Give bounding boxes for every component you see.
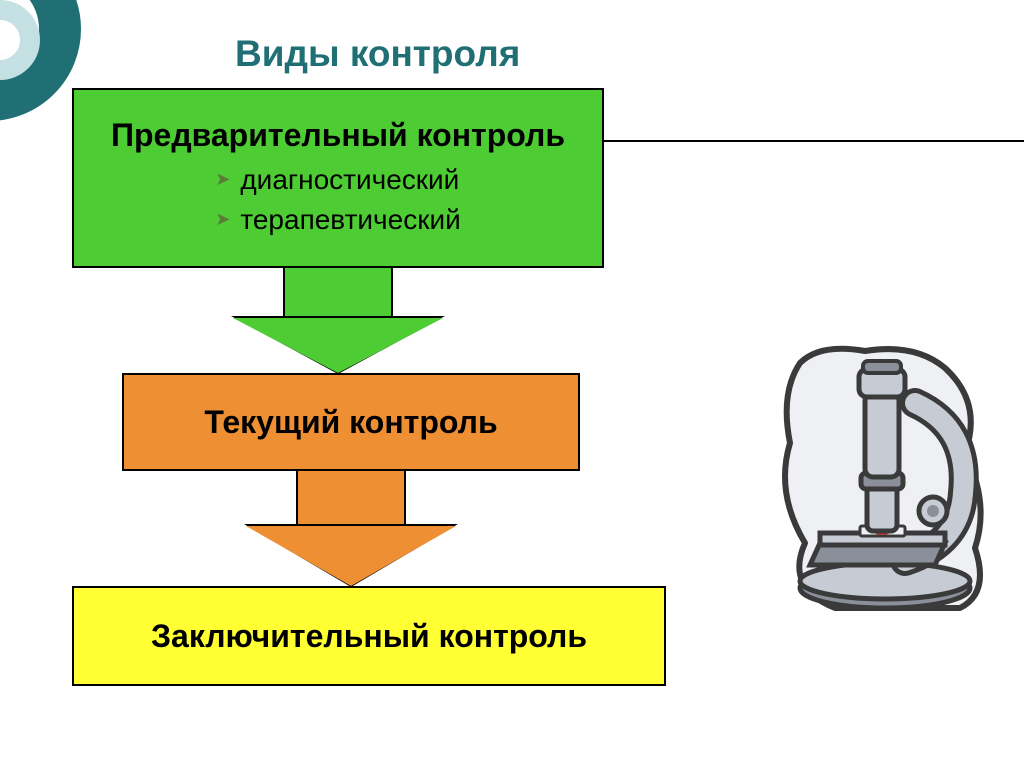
box-final-control: Заключительный контроль [72, 586, 666, 686]
bullet-item: ➤ диагностический [215, 160, 460, 199]
bullet-item: ➤ терапевтический [215, 200, 460, 239]
title-underline [595, 140, 1024, 142]
bullet-marker-icon: ➤ [215, 167, 230, 192]
box1-bullets: ➤ диагностический ➤ терапевтический [215, 160, 460, 238]
box3-heading: Заключительный контроль [151, 618, 587, 655]
box-preliminary-control: Предварительный контроль ➤ диагностически… [72, 88, 604, 268]
microscope-icon [765, 333, 995, 618]
bullet-marker-icon: ➤ [215, 207, 230, 232]
box1-heading: Предварительный контроль [111, 117, 565, 154]
slide-title: Виды контроля [235, 33, 520, 75]
arrow-1 [233, 268, 443, 373]
bullet-text: терапевтический [240, 200, 460, 239]
box2-heading: Текущий контроль [204, 404, 497, 441]
arrow-2 [246, 471, 456, 586]
bullet-text: диагностический [240, 160, 459, 199]
box-current-control: Текущий контроль [122, 373, 580, 471]
